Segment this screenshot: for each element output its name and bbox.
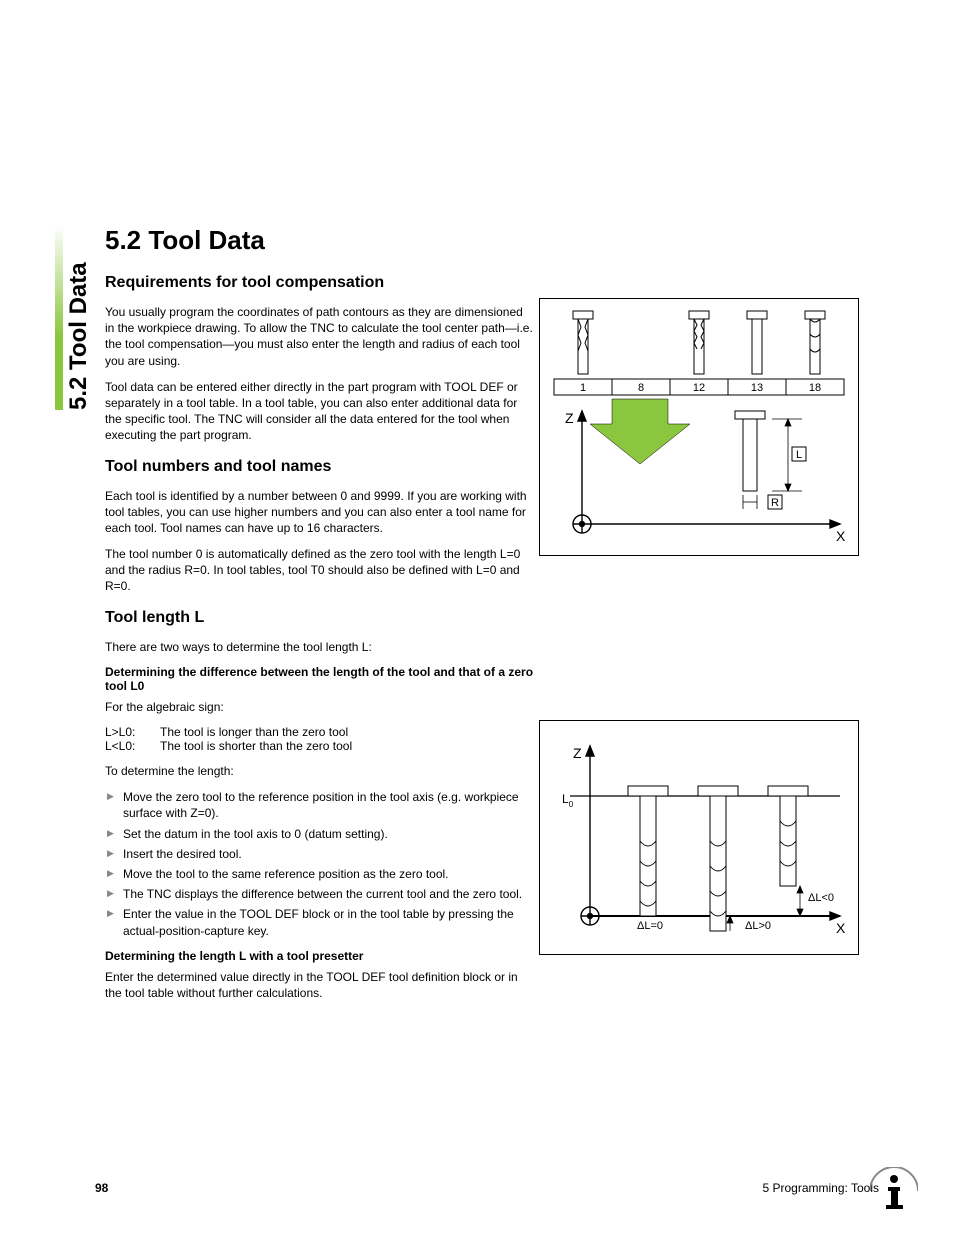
- svg-text:ΔL>0: ΔL>0: [745, 920, 771, 932]
- figure-tool-table: 1 8 12 13 18: [539, 298, 859, 556]
- info-icon: [870, 1167, 918, 1215]
- svg-text:18: 18: [809, 382, 821, 394]
- body-text: The tool number 0 is automatically defin…: [105, 546, 535, 595]
- sign-val: The tool is longer than the zero tool: [160, 725, 535, 739]
- sign-table: L>L0: The tool is longer than the zero t…: [105, 725, 535, 753]
- step-item: The TNC displays the difference between …: [105, 886, 535, 902]
- svg-text:L0: L0: [562, 792, 574, 809]
- section-heading-requirements: Requirements for tool compensation: [105, 274, 535, 292]
- main-content: 5.2 Tool Data Requirements for tool comp…: [105, 225, 535, 1001]
- body-text: You usually program the coordinates of p…: [105, 304, 535, 369]
- body-text: For the algebraic sign:: [105, 699, 535, 715]
- section-heading-numbers: Tool numbers and tool names: [105, 458, 535, 476]
- sign-val: The tool is shorter than the zero tool: [160, 739, 535, 753]
- page-title: 5.2 Tool Data: [105, 225, 535, 256]
- svg-text:R: R: [771, 497, 779, 509]
- svg-text:ΔL<0: ΔL<0: [808, 892, 834, 904]
- side-tab-label: 5.2 Tool Data: [65, 262, 93, 410]
- svg-text:13: 13: [751, 382, 763, 394]
- body-text: There are two ways to determine the tool…: [105, 639, 535, 655]
- svg-text:ΔL=0: ΔL=0: [637, 920, 663, 932]
- svg-text:X: X: [836, 528, 846, 544]
- page-number: 98: [95, 1181, 108, 1195]
- svg-text:8: 8: [638, 382, 644, 394]
- step-item: Move the tool to the same reference posi…: [105, 866, 535, 882]
- body-text: Enter the determined value directly in t…: [105, 969, 535, 1001]
- svg-text:Z: Z: [565, 410, 574, 426]
- figure-tool-length: Z X L0: [539, 720, 859, 955]
- body-text: To determine the length:: [105, 763, 535, 779]
- body-text: Each tool is identified by a number betw…: [105, 488, 535, 537]
- step-item: Move the zero tool to the reference posi…: [105, 789, 535, 821]
- chapter-label: 5 Programming: Tools: [763, 1181, 880, 1195]
- sign-key: L<L0:: [105, 739, 160, 753]
- steps-list: Move the zero tool to the reference posi…: [105, 789, 535, 939]
- step-item: Insert the desired tool.: [105, 846, 535, 862]
- side-tab-accent: [55, 225, 63, 410]
- sign-key: L>L0:: [105, 725, 160, 739]
- page-footer: 98 5 Programming: Tools: [95, 1181, 879, 1195]
- svg-text:12: 12: [693, 382, 705, 394]
- svg-text:1: 1: [580, 382, 586, 394]
- side-tab: 5.2 Tool Data: [55, 225, 95, 410]
- section-heading-length: Tool length L: [105, 609, 535, 627]
- svg-text:Z: Z: [573, 745, 582, 761]
- svg-text:X: X: [836, 920, 846, 936]
- body-text: Tool data can be entered either directly…: [105, 379, 535, 444]
- subheading-presetter: Determining the length L with a tool pre…: [105, 949, 535, 963]
- svg-text:L: L: [796, 449, 802, 461]
- step-item: Set the datum in the tool axis to 0 (dat…: [105, 826, 535, 842]
- step-item: Enter the value in the TOOL DEF block or…: [105, 906, 535, 938]
- subheading-diff: Determining the difference between the l…: [105, 665, 535, 693]
